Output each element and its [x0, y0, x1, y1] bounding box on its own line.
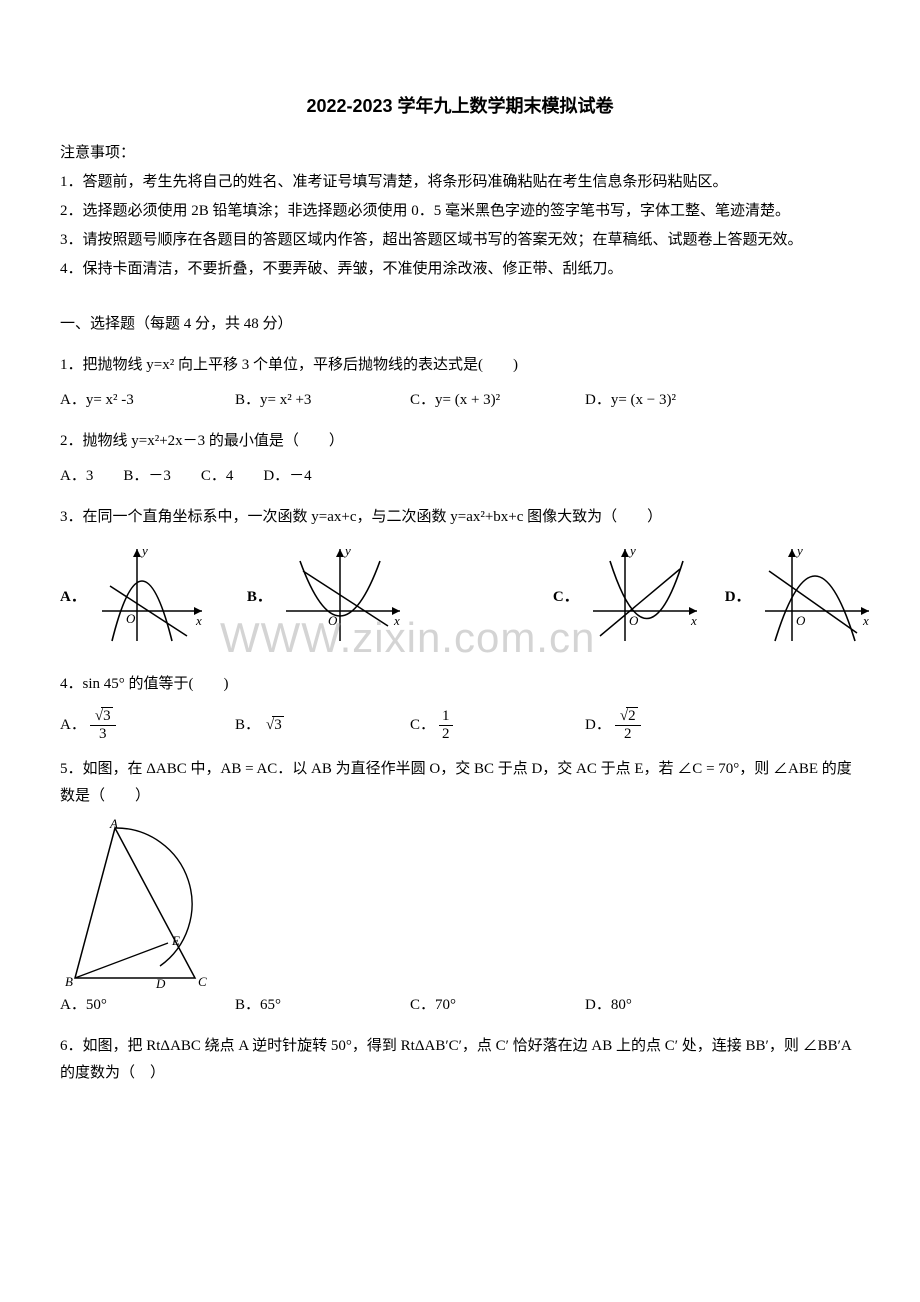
- svg-text:A: A: [109, 818, 118, 831]
- q5-opt-b: B．65°: [235, 992, 410, 1019]
- q5-figure: A B C D E: [60, 818, 860, 988]
- svg-text:x: x: [690, 613, 697, 628]
- svg-text:x: x: [195, 613, 202, 628]
- q3-opt-c: C． O x y: [553, 541, 705, 651]
- q5-opt-c: C．70°: [410, 992, 585, 1019]
- svg-text:C: C: [198, 974, 207, 988]
- parabola-icon: O x y: [92, 541, 212, 651]
- notice-item: 4．保持卡面清洁，不要折叠，不要弄破、弄皱，不准使用涂改液、修正带、刮纸刀。: [60, 256, 860, 283]
- svg-text:x: x: [862, 613, 869, 628]
- q2-stem: 2．抛物线 y=x²+2x－3 的最小值是（ ）: [60, 428, 860, 455]
- q3-opt-b: B． O x y: [247, 541, 408, 651]
- q1-opt-d: D．y= (x − 3)²: [585, 387, 760, 414]
- q4-opt-d: D． 22: [585, 708, 760, 742]
- q3-label-c: C．: [553, 584, 579, 651]
- q5-opt-a: A．50°: [60, 992, 235, 1019]
- q1-opt-a: A．y= x² -3: [60, 387, 235, 414]
- svg-text:B: B: [65, 974, 73, 988]
- notice-item: 2．选择题必须使用 2B 铅笔填涂；非选择题必须使用 0．5 毫米黑色字迹的签字…: [60, 198, 860, 225]
- q3-label-b: B．: [247, 584, 272, 651]
- svg-text:y: y: [140, 543, 148, 558]
- q4-opt-c: C． 12: [410, 708, 585, 742]
- parabola-icon: O x y: [585, 541, 705, 651]
- q2-options: A．3 B．－3 C．4 D．－4: [60, 463, 860, 490]
- q1-opt-b: B．y= x² +3: [235, 387, 410, 414]
- q6-stem: 6．如图，把 RtΔABC 绕点 A 逆时针旋转 50°，得到 RtΔAB′C′…: [60, 1033, 860, 1087]
- svg-text:y: y: [628, 543, 636, 558]
- parabola-icon: O x y: [757, 541, 877, 651]
- svg-text:D: D: [155, 976, 166, 988]
- parabola-icon: O x y: [278, 541, 408, 651]
- q1-opt-c: C．y= (x + 3)²: [410, 387, 585, 414]
- svg-text:y: y: [795, 543, 803, 558]
- q4-opt-b: B． 3: [235, 712, 410, 739]
- section-header: 一、选择题（每题 4 分，共 48 分）: [60, 311, 860, 338]
- q4-options: A． 33 B． 3 C． 12 D． 22: [60, 708, 860, 742]
- triangle-semicircle-icon: A B C D E: [60, 818, 210, 988]
- svg-text:x: x: [393, 613, 400, 628]
- notice-item: 3．请按照题号顺序在各题目的答题区域内作答，超出答题区域书写的答案无效；在草稿纸…: [60, 227, 860, 254]
- svg-text:O: O: [796, 613, 806, 628]
- q3-opt-a: A． O x y: [60, 541, 212, 651]
- svg-text:O: O: [126, 611, 136, 626]
- q1-options: A．y= x² -3 B．y= x² +3 C．y= (x + 3)² D．y=…: [60, 387, 860, 414]
- svg-text:E: E: [171, 933, 180, 948]
- q4-stem: 4．sin 45° 的值等于( ): [60, 671, 860, 698]
- notice-header: 注意事项：: [60, 140, 860, 167]
- q5-options: A．50° B．65° C．70° D．80°: [60, 992, 860, 1019]
- q5-stem: 5．如图，在 ΔABC 中，AB = AC．以 AB 为直径作半圆 O，交 BC…: [60, 756, 860, 810]
- q3-stem: 3．在同一个直角坐标系中，一次函数 y=ax+c，与二次函数 y=ax²+bx+…: [60, 504, 860, 531]
- q3-label-a: A．: [60, 584, 86, 651]
- q3-graphs: A． O x y B． O x y C．: [60, 541, 860, 651]
- notice-item: 1．答题前，考生先将自己的姓名、准考证号填写清楚，将条形码准确粘贴在考生信息条形…: [60, 169, 860, 196]
- q4-opt-a: A． 33: [60, 708, 235, 742]
- page-title: 2022-2023 学年九上数学期末模拟试卷: [60, 90, 860, 122]
- q1-stem: 1．把抛物线 y=x² 向上平移 3 个单位，平移后抛物线的表达式是( ): [60, 352, 860, 379]
- q5-opt-d: D．80°: [585, 992, 760, 1019]
- q3-opt-d: D． O x y: [725, 541, 877, 651]
- q3-label-d: D．: [725, 584, 751, 651]
- svg-text:y: y: [343, 543, 351, 558]
